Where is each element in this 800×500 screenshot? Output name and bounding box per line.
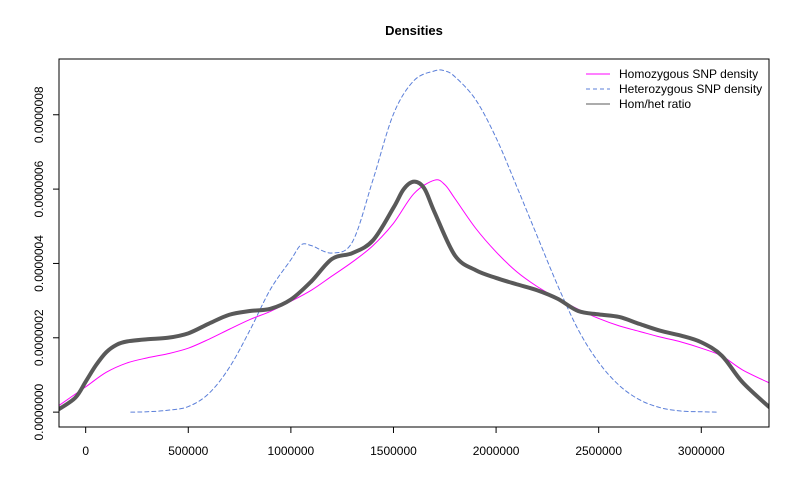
legend-label-2: Heterozygous SNP density — [619, 82, 762, 96]
x-tick-label: 0 — [82, 444, 89, 458]
series-line-2 — [130, 69, 719, 413]
x-axis: 0 500000 1000000 1500000 2000000 2500000 30000… — [82, 426, 725, 458]
x-tick-label: 2500000 — [575, 444, 622, 458]
x-tick-label: 500000 — [168, 444, 208, 458]
series-layer — [59, 69, 769, 413]
y-tick-label: 0.0000006 — [32, 160, 46, 217]
legend-label-3: Hom/het ratio — [619, 97, 691, 111]
y-tick-label: 0.0000004 — [32, 235, 46, 292]
chart-title: Densities — [385, 23, 443, 38]
y-tick-label: 0.0000002 — [32, 309, 46, 366]
legend-label-1: Homozygous SNP density — [619, 67, 758, 81]
series-line-1 — [59, 179, 769, 406]
x-tick-label: 1000000 — [268, 444, 315, 458]
x-tick-label: 3000000 — [678, 444, 725, 458]
series-line-3 — [59, 179, 769, 412]
x-tick-label: 2000000 — [473, 444, 520, 458]
y-tick-label: 0.0000008 — [32, 86, 46, 143]
y-tick-label: 0.0000000 — [32, 383, 46, 440]
x-tick-label: 1500000 — [370, 444, 417, 458]
y-axis: 0.0000000 0.0000002 0.0000004 0.0000006 0.00… — [32, 86, 60, 440]
